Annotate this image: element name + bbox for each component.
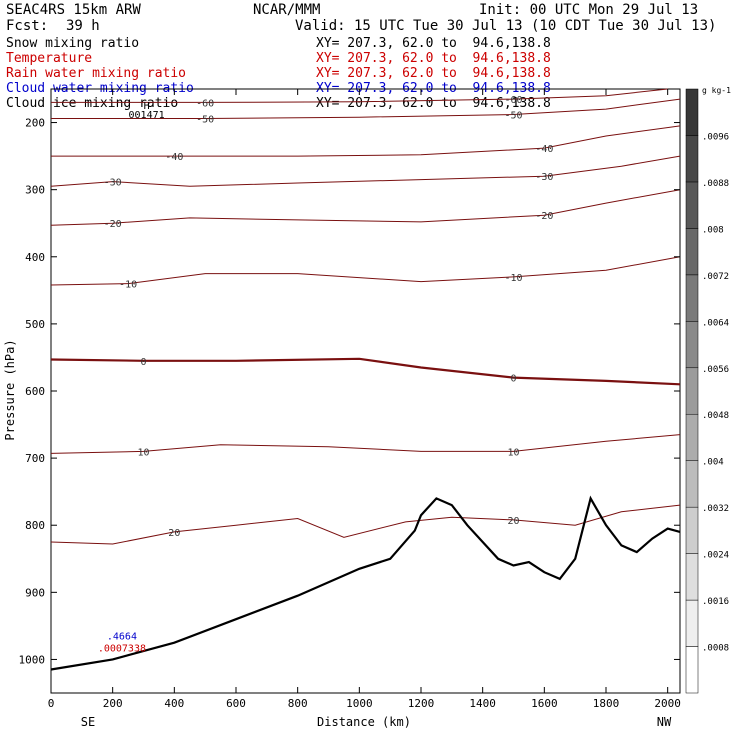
terrain-line bbox=[50, 495, 681, 671]
colorbar-label-1: .0016 bbox=[702, 597, 729, 607]
colorbar-swatch-3 bbox=[685, 506, 699, 554]
field-xy-snow: XY= 207.3, 62.0 to 94.6,138.8 bbox=[316, 36, 551, 51]
x-tick-label-7: 1400 bbox=[469, 697, 496, 710]
colorbar-swatch-8 bbox=[685, 274, 699, 322]
x-tick-label-3: 600 bbox=[226, 697, 246, 710]
x-end-right-label: NW bbox=[657, 715, 672, 729]
colorbar-swatch-2 bbox=[685, 553, 699, 601]
colorbar-swatch-7 bbox=[685, 321, 699, 369]
temperature-contour-8 bbox=[50, 504, 681, 545]
colorbar-label-6: .0056 bbox=[702, 365, 729, 375]
temperature-contour-7 bbox=[50, 434, 681, 454]
contour-label-7-0: 10 bbox=[137, 447, 149, 458]
temperature-contour-3 bbox=[50, 155, 681, 187]
colorbar-swatch-5 bbox=[685, 413, 699, 461]
contour-label-0-0: -60 bbox=[196, 98, 214, 109]
model-title: SEAC4RS 15km ARW bbox=[6, 2, 141, 18]
colorbar-label-9: .008 bbox=[702, 225, 724, 235]
contour-label-6-0: 0 bbox=[140, 357, 146, 368]
colorbar-label-8: .0072 bbox=[702, 272, 729, 282]
colorbar-label-10: .0088 bbox=[702, 179, 729, 189]
x-tick-label-9: 1800 bbox=[593, 697, 620, 710]
field-name-rain: Rain water mixing ratio bbox=[6, 66, 187, 81]
colorbar-label-11: .0096 bbox=[702, 132, 729, 142]
y-tick-label-7: 900 bbox=[25, 586, 45, 599]
y-tick-label-3: 500 bbox=[25, 318, 45, 331]
field-name-snow: Snow mixing ratio bbox=[6, 36, 140, 51]
plot-frame bbox=[50, 88, 681, 694]
x-tick-label-5: 1000 bbox=[346, 697, 373, 710]
y-tick-label-1: 300 bbox=[25, 184, 45, 197]
y-tick-label-8: 1000 bbox=[19, 653, 46, 666]
y-tick-label-5: 700 bbox=[25, 452, 45, 465]
annotation-1: 001471 bbox=[129, 110, 165, 121]
temperature-contour-0 bbox=[51, 88, 668, 103]
temperature-contour-1 bbox=[51, 98, 681, 119]
temperature-contour-2 bbox=[51, 125, 681, 157]
y-tick-label-2: 400 bbox=[25, 251, 45, 264]
colorbar-swatch-6 bbox=[685, 367, 699, 415]
colorbar-label-7: .0064 bbox=[702, 318, 729, 328]
x-axis-label: Distance (km) bbox=[317, 715, 411, 729]
y-axis-label: Pressure (hPa) bbox=[3, 339, 17, 440]
colorbar-unit: g kg-1 bbox=[702, 86, 731, 95]
contour-label-7-1: 10 bbox=[507, 447, 519, 458]
colorbar-swatch-11 bbox=[685, 135, 699, 183]
contour-label-2-0: -40 bbox=[165, 152, 183, 163]
contour-label-3-0: -30 bbox=[104, 178, 122, 189]
x-tick-label-1: 200 bbox=[103, 697, 123, 710]
init-label: Init: 00 UTC Mon 29 Jul 13 bbox=[479, 2, 699, 18]
colorbar-swatch-1 bbox=[685, 599, 699, 647]
colorbar-label-4: .004 bbox=[702, 458, 724, 468]
annotation-3: .0007338 bbox=[98, 643, 146, 654]
x-tick-label-10: 2000 bbox=[654, 697, 681, 710]
contour-label-4-0: -20 bbox=[104, 219, 122, 230]
temperature-contour-6 bbox=[50, 357, 681, 386]
fcst-value: 39 h bbox=[66, 18, 100, 34]
y-tick-label-4: 600 bbox=[25, 385, 45, 398]
temperature-contour-4 bbox=[50, 189, 681, 226]
colorbar-swatch-10 bbox=[685, 181, 699, 229]
annotation-0: H bbox=[144, 101, 150, 112]
colorbar-label-5: .0048 bbox=[702, 411, 729, 421]
contour-label-8-0: 20 bbox=[168, 528, 180, 539]
contour-label-4-1: -20 bbox=[535, 211, 553, 222]
colorbar-swatch-9 bbox=[685, 228, 699, 276]
contour-label-1-1: -50 bbox=[504, 111, 522, 122]
x-end-left-label: SE bbox=[81, 715, 95, 729]
contour-label-5-1: -10 bbox=[504, 273, 522, 284]
colorbar-label-0: .0008 bbox=[702, 644, 729, 654]
valid-label: Valid: 15 UTC Tue 30 Jul 13 (10 CDT Tue … bbox=[295, 18, 717, 34]
annotation-2: .4664 bbox=[107, 631, 137, 642]
contour-label-6-1: 0 bbox=[510, 374, 516, 385]
x-tick-label-6: 1200 bbox=[408, 697, 435, 710]
field-xy-rain: XY= 207.3, 62.0 to 94.6,138.8 bbox=[316, 66, 551, 81]
colorbar-label-2: .0024 bbox=[702, 551, 729, 561]
contour-label-8-1: 20 bbox=[507, 516, 519, 527]
field-xy-temp: XY= 207.3, 62.0 to 94.6,138.8 bbox=[316, 51, 551, 66]
colorbar-swatch-0 bbox=[685, 646, 699, 694]
field-name-temp: Temperature bbox=[6, 51, 93, 66]
y-tick-label-0: 200 bbox=[25, 117, 45, 130]
x-tick-label-0: 0 bbox=[48, 697, 55, 710]
y-tick-label-6: 800 bbox=[25, 519, 45, 532]
colorbar-label-3: .0032 bbox=[702, 504, 729, 514]
contour-label-0-1: -60 bbox=[504, 95, 522, 106]
temperature-contour-5 bbox=[50, 256, 681, 286]
x-tick-label-2: 400 bbox=[164, 697, 184, 710]
fcst-label: Fcst: bbox=[6, 18, 49, 34]
contour-label-2-1: -40 bbox=[535, 144, 553, 155]
org-label: NCAR/MMM bbox=[253, 2, 321, 18]
contour-label-5-0: -10 bbox=[119, 280, 137, 291]
colorbar-swatch-4 bbox=[685, 460, 699, 508]
contour-label-1-0: -50 bbox=[196, 115, 214, 126]
colorbar-swatch-12 bbox=[685, 88, 699, 136]
contour-label-3-1: -30 bbox=[535, 172, 553, 183]
x-tick-label-4: 800 bbox=[288, 697, 308, 710]
x-tick-label-8: 1600 bbox=[531, 697, 558, 710]
field-name-cloudice: Cloud ice mixing ratio bbox=[6, 96, 179, 111]
